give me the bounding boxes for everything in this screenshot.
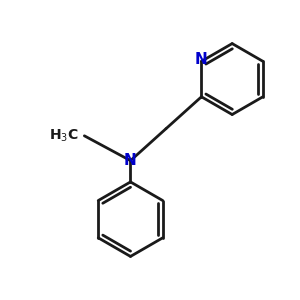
Text: N: N [124, 153, 137, 168]
Text: H$_3$C: H$_3$C [49, 128, 79, 144]
Text: N: N [195, 52, 208, 67]
